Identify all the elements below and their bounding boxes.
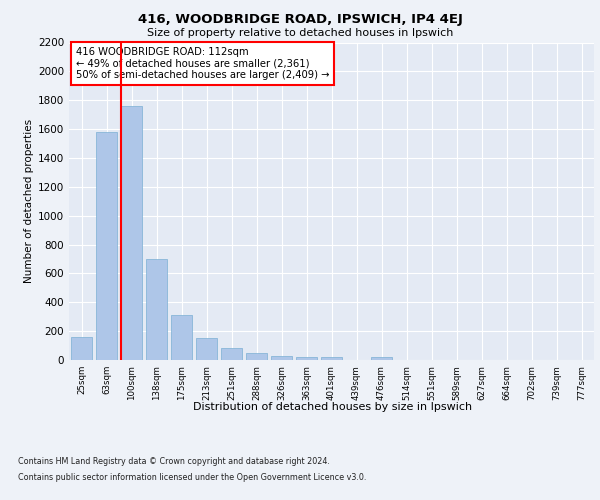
Bar: [121, 106, 142, 360]
Bar: [321, 357, 342, 360]
Text: 416 WOODBRIDGE ROAD: 112sqm
← 49% of detached houses are smaller (2,361)
50% of : 416 WOODBRIDGE ROAD: 112sqm ← 49% of det…: [76, 48, 329, 80]
Text: Contains public sector information licensed under the Open Government Licence v3: Contains public sector information licen…: [18, 472, 367, 482]
Bar: [196, 338, 217, 360]
Y-axis label: Number of detached properties: Number of detached properties: [24, 119, 34, 284]
Bar: [296, 357, 317, 360]
Bar: [146, 259, 167, 360]
Bar: [371, 357, 392, 360]
Bar: [171, 316, 192, 360]
Text: Size of property relative to detached houses in Ipswich: Size of property relative to detached ho…: [147, 28, 453, 38]
Bar: [271, 356, 292, 360]
Bar: [71, 337, 92, 360]
Bar: [246, 353, 267, 360]
Text: 416, WOODBRIDGE ROAD, IPSWICH, IP4 4EJ: 416, WOODBRIDGE ROAD, IPSWICH, IP4 4EJ: [137, 12, 463, 26]
Text: Distribution of detached houses by size in Ipswich: Distribution of detached houses by size …: [193, 402, 473, 412]
Bar: [96, 132, 117, 360]
Bar: [221, 348, 242, 360]
Text: Contains HM Land Registry data © Crown copyright and database right 2024.: Contains HM Land Registry data © Crown c…: [18, 458, 330, 466]
